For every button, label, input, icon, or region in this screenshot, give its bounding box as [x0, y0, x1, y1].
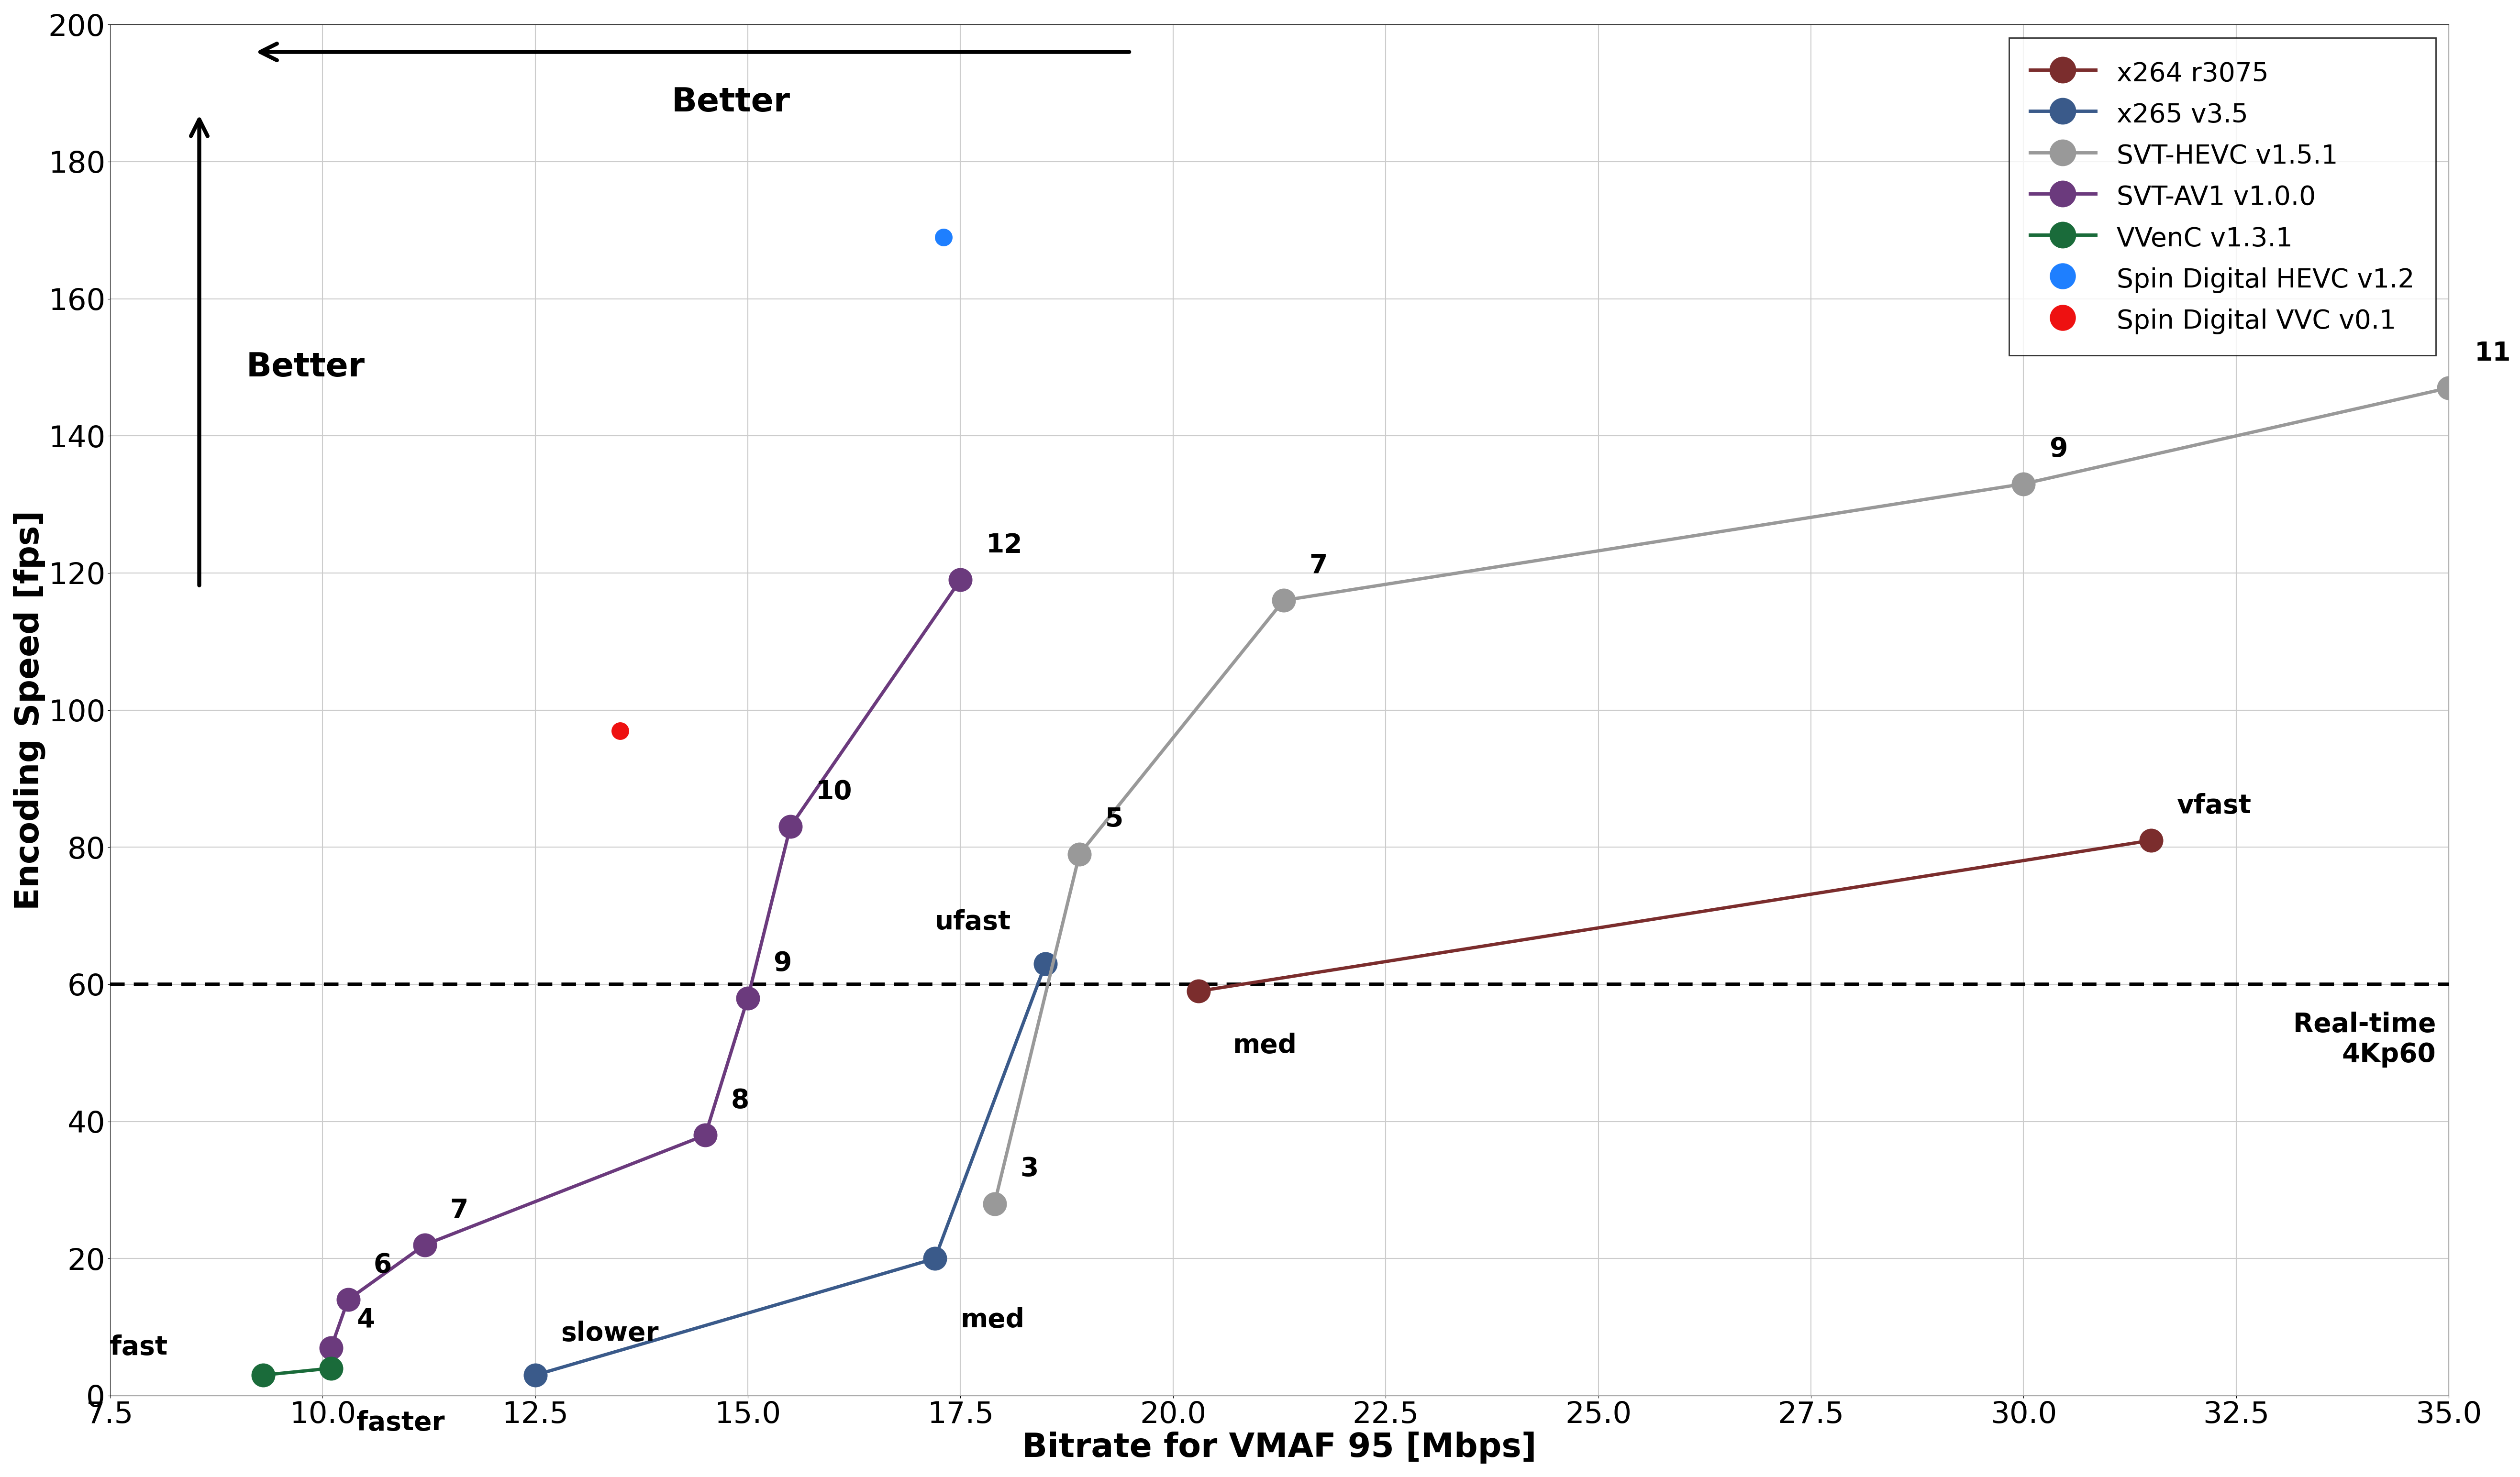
Text: Real-time
4Kp60: Real-time 4Kp60	[2293, 1012, 2437, 1068]
Text: 11: 11	[2475, 340, 2510, 366]
Text: fast: fast	[111, 1334, 166, 1360]
Text: vfast: vfast	[2177, 793, 2250, 818]
Text: slower: slower	[562, 1320, 658, 1347]
Text: ufast: ufast	[935, 910, 1011, 935]
Text: 8: 8	[731, 1087, 748, 1114]
Text: 12: 12	[985, 532, 1023, 558]
X-axis label: Bitrate for VMAF 95 [Mbps]: Bitrate for VMAF 95 [Mbps]	[1023, 1431, 1537, 1464]
Legend: x264 r3075, x265 v3.5, SVT-HEVC v1.5.1, SVT-AV1 v1.0.0, VVenC v1.3.1, Spin Digit: x264 r3075, x265 v3.5, SVT-HEVC v1.5.1, …	[2008, 38, 2437, 356]
Y-axis label: Encoding Speed [fps]: Encoding Speed [fps]	[13, 510, 45, 910]
Text: Better: Better	[247, 352, 365, 384]
Text: faster: faster	[358, 1411, 446, 1436]
Text: 9: 9	[2049, 436, 2066, 462]
Text: Better: Better	[670, 86, 791, 118]
Text: 4: 4	[358, 1307, 375, 1332]
Point	[922, 225, 963, 248]
Text: 9: 9	[774, 951, 791, 976]
Text: 7: 7	[1310, 552, 1328, 579]
Text: 3: 3	[1021, 1156, 1038, 1182]
Text: 10: 10	[816, 780, 852, 805]
Text: med: med	[1232, 1032, 1298, 1059]
Text: med: med	[960, 1307, 1026, 1332]
Text: 6: 6	[373, 1252, 393, 1278]
Point	[600, 719, 640, 743]
Text: 7: 7	[451, 1198, 469, 1223]
Text: 5: 5	[1106, 806, 1124, 833]
